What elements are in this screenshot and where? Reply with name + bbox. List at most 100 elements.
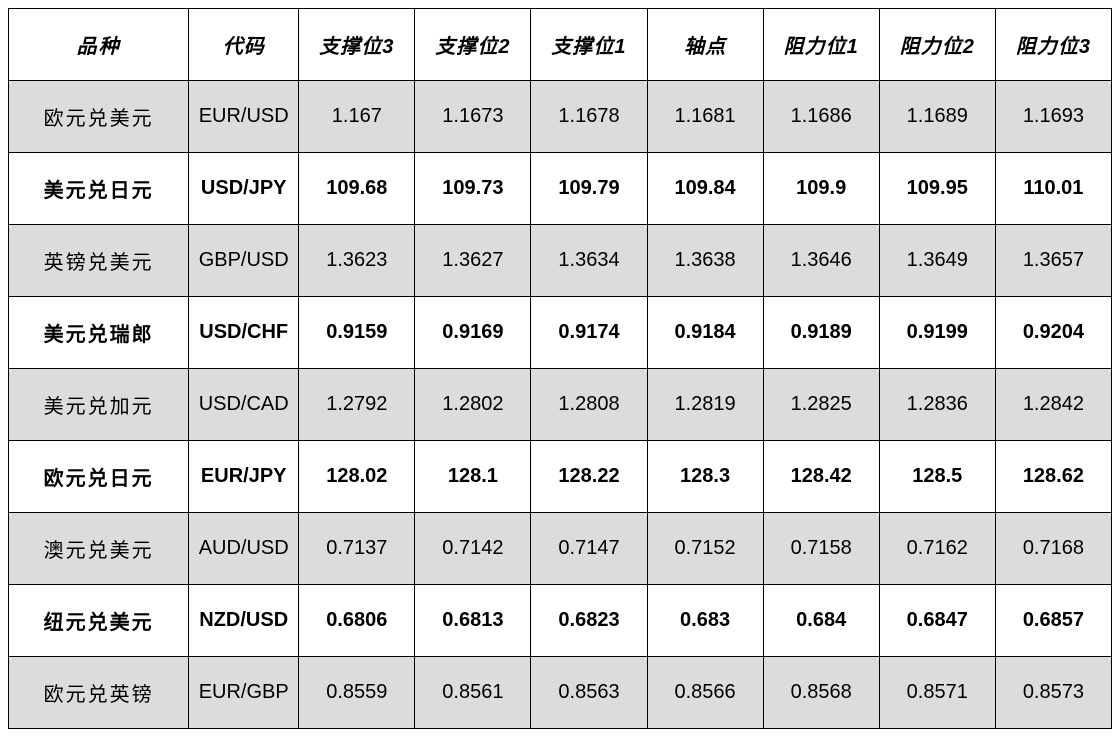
table-row: 欧元兑日元 EUR/JPY 128.02 128.1 128.22 128.3 … <box>9 441 1112 513</box>
cell-name: 欧元兑日元 <box>9 441 189 513</box>
cell-name: 美元兑瑞郎 <box>9 297 189 369</box>
cell-r2: 0.6847 <box>879 585 995 657</box>
cell-s3: 1.167 <box>299 81 415 153</box>
forex-pivot-table: 品种 代码 支撑位3 支撑位2 支撑位1 轴点 阻力位1 阻力位2 阻力位3 欧… <box>8 8 1112 729</box>
table-row: 欧元兑美元 EUR/USD 1.167 1.1673 1.1678 1.1681… <box>9 81 1112 153</box>
cell-r1: 109.9 <box>763 153 879 225</box>
cell-s1: 1.3634 <box>531 225 647 297</box>
table-row: 美元兑日元 USD/JPY 109.68 109.73 109.79 109.8… <box>9 153 1112 225</box>
cell-s2: 1.2802 <box>415 369 531 441</box>
table-header-row: 品种 代码 支撑位3 支撑位2 支撑位1 轴点 阻力位1 阻力位2 阻力位3 <box>9 9 1112 81</box>
cell-s2: 128.1 <box>415 441 531 513</box>
cell-pivot: 0.8566 <box>647 657 763 729</box>
cell-r2: 0.9199 <box>879 297 995 369</box>
cell-s2: 1.1673 <box>415 81 531 153</box>
cell-r3: 1.3657 <box>995 225 1111 297</box>
cell-s2: 0.6813 <box>415 585 531 657</box>
cell-r1: 128.42 <box>763 441 879 513</box>
cell-s2: 109.73 <box>415 153 531 225</box>
cell-r3: 128.62 <box>995 441 1111 513</box>
cell-s2: 0.9169 <box>415 297 531 369</box>
cell-r1: 1.1686 <box>763 81 879 153</box>
cell-r1: 0.684 <box>763 585 879 657</box>
cell-pivot: 128.3 <box>647 441 763 513</box>
table-row: 美元兑瑞郎 USD/CHF 0.9159 0.9169 0.9174 0.918… <box>9 297 1112 369</box>
cell-code: EUR/USD <box>189 81 299 153</box>
cell-s1: 0.6823 <box>531 585 647 657</box>
col-header-s3: 支撑位3 <box>299 9 415 81</box>
cell-code: GBP/USD <box>189 225 299 297</box>
cell-s2: 0.7142 <box>415 513 531 585</box>
cell-r1: 1.3646 <box>763 225 879 297</box>
cell-s2: 0.8561 <box>415 657 531 729</box>
cell-r1: 0.9189 <box>763 297 879 369</box>
cell-r2: 0.8571 <box>879 657 995 729</box>
cell-s3: 128.02 <box>299 441 415 513</box>
table-row: 欧元兑英镑 EUR/GBP 0.8559 0.8561 0.8563 0.856… <box>9 657 1112 729</box>
table-row: 英镑兑美元 GBP/USD 1.3623 1.3627 1.3634 1.363… <box>9 225 1112 297</box>
col-header-r3: 阻力位3 <box>995 9 1111 81</box>
col-header-r1: 阻力位1 <box>763 9 879 81</box>
cell-r1: 0.8568 <box>763 657 879 729</box>
cell-s3: 1.2792 <box>299 369 415 441</box>
cell-s1: 1.2808 <box>531 369 647 441</box>
cell-s3: 0.8559 <box>299 657 415 729</box>
col-header-name: 品种 <box>9 9 189 81</box>
cell-pivot: 109.84 <box>647 153 763 225</box>
cell-s1: 109.79 <box>531 153 647 225</box>
cell-s1: 128.22 <box>531 441 647 513</box>
cell-name: 欧元兑英镑 <box>9 657 189 729</box>
cell-r3: 1.2842 <box>995 369 1111 441</box>
col-header-s1: 支撑位1 <box>531 9 647 81</box>
cell-r2: 109.95 <box>879 153 995 225</box>
cell-r3: 0.6857 <box>995 585 1111 657</box>
cell-code: USD/CHF <box>189 297 299 369</box>
cell-r3: 0.9204 <box>995 297 1111 369</box>
col-header-code: 代码 <box>189 9 299 81</box>
cell-pivot: 1.3638 <box>647 225 763 297</box>
cell-r2: 1.1689 <box>879 81 995 153</box>
cell-r3: 1.1693 <box>995 81 1111 153</box>
cell-pivot: 1.2819 <box>647 369 763 441</box>
cell-r2: 1.2836 <box>879 369 995 441</box>
cell-r2: 0.7162 <box>879 513 995 585</box>
cell-r1: 0.7158 <box>763 513 879 585</box>
table-row: 澳元兑美元 AUD/USD 0.7137 0.7142 0.7147 0.715… <box>9 513 1112 585</box>
cell-name: 英镑兑美元 <box>9 225 189 297</box>
cell-name: 欧元兑美元 <box>9 81 189 153</box>
cell-s3: 0.7137 <box>299 513 415 585</box>
cell-name: 美元兑日元 <box>9 153 189 225</box>
cell-pivot: 0.683 <box>647 585 763 657</box>
cell-name: 美元兑加元 <box>9 369 189 441</box>
table-row: 美元兑加元 USD/CAD 1.2792 1.2802 1.2808 1.281… <box>9 369 1112 441</box>
cell-name: 纽元兑美元 <box>9 585 189 657</box>
table-row: 纽元兑美元 NZD/USD 0.6806 0.6813 0.6823 0.683… <box>9 585 1112 657</box>
cell-r3: 0.8573 <box>995 657 1111 729</box>
cell-code: USD/JPY <box>189 153 299 225</box>
cell-r3: 0.7168 <box>995 513 1111 585</box>
cell-code: EUR/JPY <box>189 441 299 513</box>
cell-s3: 0.6806 <box>299 585 415 657</box>
cell-code: USD/CAD <box>189 369 299 441</box>
cell-s1: 0.7147 <box>531 513 647 585</box>
cell-r3: 110.01 <box>995 153 1111 225</box>
cell-pivot: 0.9184 <box>647 297 763 369</box>
col-header-pivot: 轴点 <box>647 9 763 81</box>
cell-s1: 0.9174 <box>531 297 647 369</box>
cell-code: EUR/GBP <box>189 657 299 729</box>
cell-code: NZD/USD <box>189 585 299 657</box>
cell-pivot: 1.1681 <box>647 81 763 153</box>
cell-code: AUD/USD <box>189 513 299 585</box>
table-body: 欧元兑美元 EUR/USD 1.167 1.1673 1.1678 1.1681… <box>9 81 1112 729</box>
cell-r2: 1.3649 <box>879 225 995 297</box>
cell-s2: 1.3627 <box>415 225 531 297</box>
cell-s3: 1.3623 <box>299 225 415 297</box>
cell-s1: 1.1678 <box>531 81 647 153</box>
cell-r2: 128.5 <box>879 441 995 513</box>
cell-r1: 1.2825 <box>763 369 879 441</box>
cell-s3: 0.9159 <box>299 297 415 369</box>
col-header-s2: 支撑位2 <box>415 9 531 81</box>
cell-s1: 0.8563 <box>531 657 647 729</box>
cell-name: 澳元兑美元 <box>9 513 189 585</box>
col-header-r2: 阻力位2 <box>879 9 995 81</box>
